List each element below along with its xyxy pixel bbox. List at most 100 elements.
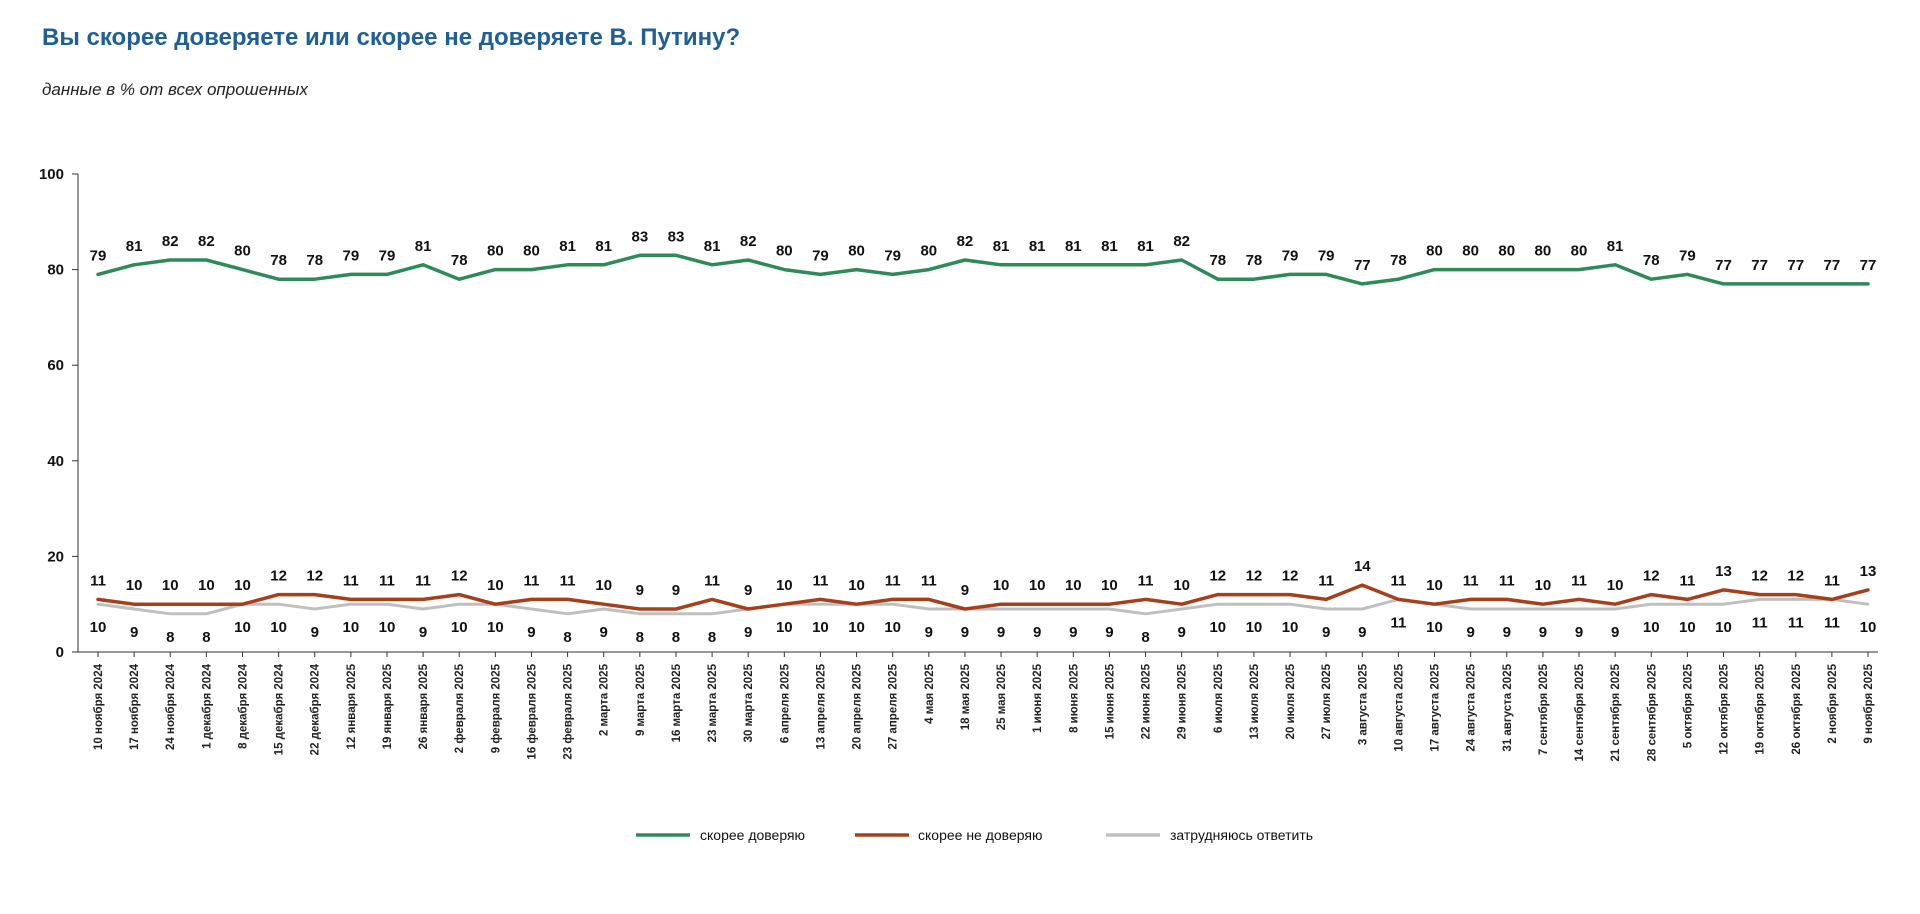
- data-label-series-3: 10: [776, 619, 793, 636]
- data-label-series-3: 10: [812, 619, 829, 636]
- data-label-series-1: 80: [1498, 243, 1515, 260]
- data-label-series-1: 82: [198, 233, 215, 250]
- x-tick-label: 7 сентября 2025: [1538, 663, 1550, 755]
- x-tick-label: 6 апреля 2025: [779, 663, 791, 743]
- data-label-series-1: 77: [1715, 257, 1732, 274]
- data-label-series-2: 11: [1679, 572, 1695, 589]
- data-label-series-3: 10: [1679, 619, 1696, 636]
- data-label-series-1: 77: [1354, 257, 1371, 274]
- data-label-series-1: 80: [776, 243, 793, 260]
- data-label-series-3: 9: [1503, 624, 1511, 641]
- x-tick-label: 18 мая 2025: [960, 663, 972, 730]
- x-tick-label: 13 июля 2025: [1249, 663, 1261, 739]
- data-label-series-1: 79: [1318, 247, 1335, 264]
- data-label-series-2: 9: [636, 582, 644, 599]
- data-label-series-3: 9: [1105, 624, 1113, 641]
- data-label-series-3: 10: [848, 619, 865, 636]
- data-label-series-3: 8: [202, 629, 210, 646]
- data-label-series-1: 81: [704, 238, 721, 255]
- data-label-series-3: 10: [379, 619, 396, 636]
- x-tick-label: 29 июня 2025: [1177, 663, 1189, 739]
- data-label-series-1: 78: [451, 252, 468, 269]
- data-label-series-1: 78: [306, 252, 323, 269]
- data-label-series-2: 11: [1571, 572, 1587, 589]
- data-label-series-1: 77: [1787, 257, 1804, 274]
- data-label-series-2: 10: [1101, 577, 1118, 594]
- x-tick-label: 16 февраля 2025: [526, 663, 538, 759]
- data-label-series-1: 79: [90, 247, 107, 264]
- x-tick-label: 19 октября 2025: [1755, 663, 1767, 754]
- data-label-series-3: 11: [1788, 614, 1804, 631]
- x-tick-label: 21 сентября 2025: [1610, 663, 1622, 761]
- data-label-series-1: 79: [343, 247, 360, 264]
- data-label-series-2: 11: [1463, 572, 1479, 589]
- x-tick-label: 12 октября 2025: [1719, 663, 1731, 754]
- x-tick-label: 8 июня 2025: [1068, 663, 1080, 733]
- data-label-series-1: 78: [1390, 252, 1407, 269]
- data-label-series-2: 11: [415, 572, 431, 589]
- data-label-series-2: 10: [1065, 577, 1082, 594]
- data-label-series-3: 9: [419, 624, 427, 641]
- data-label-series-3: 11: [1824, 614, 1840, 631]
- x-tick-label: 28 сентября 2025: [1646, 663, 1658, 761]
- data-label-series-2: 12: [1246, 568, 1263, 585]
- series-line-3: [96, 597, 1870, 616]
- data-label-series-1: 80: [1462, 243, 1479, 260]
- data-label-series-3: 10: [1209, 619, 1226, 636]
- data-label-series-3: 9: [1575, 624, 1583, 641]
- data-label-series-2: 10: [993, 577, 1010, 594]
- data-label-series-3: 10: [1715, 619, 1732, 636]
- data-label-series-3: 10: [234, 619, 251, 636]
- data-label-series-3: 10: [1282, 619, 1299, 636]
- x-tick-label: 1 июня 2025: [1032, 663, 1044, 733]
- data-label-series-3: 10: [1426, 619, 1443, 636]
- series-line-1: [96, 253, 1870, 286]
- data-label-series-3: 9: [925, 624, 933, 641]
- x-tick-label: 14 сентября 2025: [1574, 663, 1586, 761]
- data-label-series-3: 8: [636, 629, 644, 646]
- data-label-series-1: 81: [1607, 238, 1624, 255]
- data-label-series-1: 81: [126, 238, 143, 255]
- data-label-series-1: 80: [1571, 243, 1588, 260]
- data-label-series-1: 81: [993, 238, 1010, 255]
- legend-label: скорее доверяю: [700, 827, 805, 843]
- x-tick-label: 16 марта 2025: [671, 663, 683, 742]
- data-label-series-2: 10: [1426, 577, 1443, 594]
- data-label-series-2: 11: [704, 572, 720, 589]
- x-tick-label: 22 июня 2025: [1141, 663, 1153, 739]
- x-tick-label: 26 января 2025: [418, 663, 430, 749]
- data-label-series-2: 13: [1860, 563, 1877, 580]
- data-label-series-1: 80: [1426, 243, 1443, 260]
- x-tick-label: 30 марта 2025: [743, 663, 755, 742]
- x-tick-label: 9 ноября 2025: [1863, 663, 1875, 743]
- data-label-series-1: 79: [1679, 247, 1696, 264]
- x-tick-label: 23 марта 2025: [707, 663, 719, 742]
- data-label-series-2: 11: [379, 572, 395, 589]
- x-tick-label: 4 мая 2025: [924, 663, 936, 723]
- data-label-series-3: 9: [1069, 624, 1077, 641]
- data-label-series-2: 10: [234, 577, 251, 594]
- y-tick-label: 60: [47, 357, 64, 374]
- x-tick-label: 3 августа 2025: [1357, 663, 1369, 745]
- legend-label: затрудняюсь ответить: [1170, 827, 1313, 843]
- data-label-series-2: 11: [1138, 572, 1154, 589]
- data-label-series-3: 9: [961, 624, 969, 641]
- data-label-series-2: 10: [487, 577, 504, 594]
- data-label-series-3: 8: [563, 629, 571, 646]
- x-tick-label: 15 декабря 2024: [274, 663, 286, 755]
- x-tick-label: 2 февраля 2025: [454, 663, 466, 753]
- data-label-series-2: 11: [90, 572, 106, 589]
- y-tick-label: 20: [47, 548, 64, 565]
- data-label-series-3: 11: [1752, 614, 1768, 631]
- data-label-series-3: 9: [1539, 624, 1547, 641]
- data-label-series-3: 9: [600, 624, 608, 641]
- data-label-series-3: 10: [1643, 619, 1660, 636]
- y-tick-label: 0: [56, 644, 64, 661]
- data-label-series-2: 11: [560, 572, 576, 589]
- data-label-series-1: 82: [740, 233, 757, 250]
- y-tick-label: 40: [47, 453, 64, 470]
- data-label-series-2: 10: [848, 577, 865, 594]
- x-tick-label: 24 августа 2025: [1466, 663, 1478, 751]
- x-tick-label: 2 ноября 2025: [1827, 663, 1839, 743]
- data-label-series-2: 10: [776, 577, 793, 594]
